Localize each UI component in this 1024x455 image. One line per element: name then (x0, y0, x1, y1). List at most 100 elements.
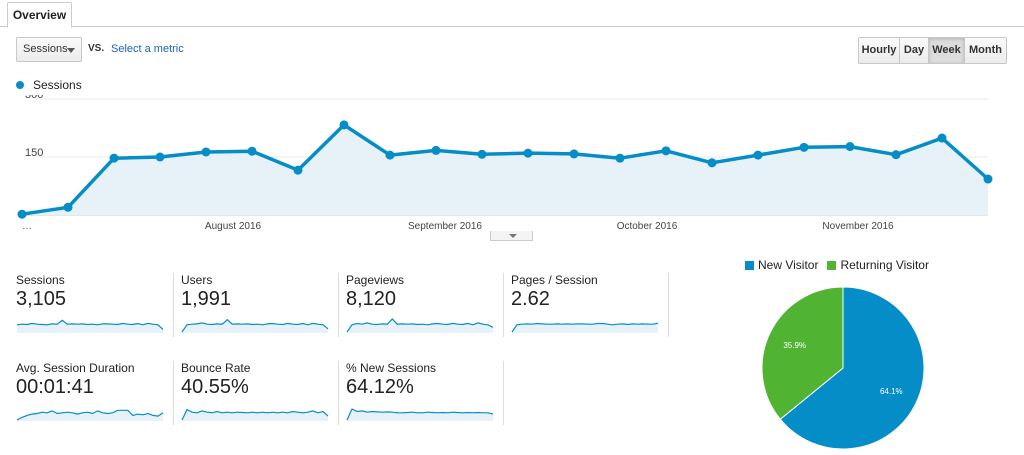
metric-sparkline (181, 408, 329, 421)
legend-label: New Visitor (758, 258, 819, 272)
sessions-data-point[interactable] (109, 153, 119, 163)
sparkline-line (346, 408, 494, 421)
metric-select[interactable]: Sessions (16, 37, 82, 62)
metric-sparkline (16, 409, 164, 421)
sessions-data-point[interactable] (339, 120, 349, 130)
metric-label: Pages / Session (511, 273, 598, 287)
sparkline-line (181, 318, 329, 333)
sessions-data-point[interactable] (753, 150, 763, 160)
pie-legend-new-visitor[interactable]: New Visitor (745, 258, 818, 272)
metric-card-sessions[interactable]: Sessions 3,105 (16, 273, 174, 337)
sessions-data-point[interactable] (845, 142, 855, 152)
metric-value: 1,991 (181, 288, 232, 310)
sessions-data-point[interactable] (661, 146, 671, 156)
sessions-data-point[interactable] (477, 149, 487, 159)
pie-slice-new-visitor[interactable] (779, 286, 925, 450)
sessions-data-point[interactable] (937, 133, 947, 143)
sparkline-area (347, 409, 493, 421)
sparkline-area (512, 323, 658, 333)
sparkline-line (181, 408, 329, 421)
sparkline-area (182, 319, 328, 333)
chevron-down-icon (67, 48, 75, 53)
metric-value: 40.55% (181, 376, 249, 398)
sessions-data-point[interactable] (17, 209, 27, 219)
pie-legend: New Visitor Returning Visitor (745, 258, 938, 272)
sessions-data-point[interactable] (983, 174, 993, 184)
sparkline-area (17, 410, 163, 421)
metric-label: Users (181, 273, 213, 287)
sessions-data-point[interactable] (293, 165, 303, 175)
sparkline-line (16, 319, 164, 330)
metric-card-new-sessions[interactable]: % New Sessions 64.12% (346, 361, 504, 425)
period-week-button[interactable]: Week (929, 38, 965, 63)
metric-card-pages-per-session[interactable]: Pages / Session 2.62 (511, 273, 669, 337)
period-selector: Hourly Day Week Month (858, 37, 1007, 64)
sparkline-line (16, 409, 164, 421)
y-tick-label: 150 (25, 147, 43, 159)
metric-label: Sessions (16, 273, 65, 287)
x-tick-label: August 2016 (205, 221, 262, 232)
sparkline-line (511, 322, 659, 333)
x-tick-label: September 2016 (408, 221, 482, 232)
sparkline-line (346, 318, 494, 333)
sessions-legend-dot (16, 81, 24, 89)
sessions-data-point[interactable] (707, 158, 717, 168)
sessions-data-point[interactable] (569, 149, 579, 159)
sessions-data-point[interactable] (385, 150, 395, 160)
sessions-data-point[interactable] (615, 153, 625, 163)
sessions-data-point[interactable] (155, 152, 165, 162)
period-day-button[interactable]: Day (900, 38, 929, 63)
metric-value: 64.12% (346, 376, 414, 398)
sparkline-area (17, 320, 163, 333)
sessions-data-point[interactable] (523, 148, 533, 158)
x-tick-label: October 2016 (617, 221, 678, 232)
metric-card-users[interactable]: Users 1,991 (181, 273, 339, 337)
sessions-data-point[interactable] (891, 150, 901, 160)
sessions-data-point[interactable] (431, 145, 441, 155)
pie-slice-label: 64.1% (880, 387, 903, 396)
sessions-data-point[interactable] (201, 147, 211, 157)
period-month-button[interactable]: Month (965, 38, 1006, 63)
metric-value: 3,105 (16, 288, 67, 310)
metric-sparkline (511, 322, 659, 333)
metric-label: Pageviews (346, 273, 405, 287)
chevron-down-icon (509, 234, 517, 238)
metric-sparkline (346, 318, 494, 333)
metric-sparkline (181, 318, 329, 333)
sessions-data-point[interactable] (63, 202, 73, 212)
x-tick-label: November 2016 (822, 221, 894, 232)
metric-value: 8,120 (346, 288, 397, 310)
y-tick-label: 300 (25, 95, 43, 101)
sessions-data-point[interactable] (799, 142, 809, 152)
metric-sparkline (16, 319, 164, 333)
metric-label: % New Sessions (346, 361, 437, 375)
pie-legend-returning-visitor[interactable]: Returning Visitor (827, 258, 929, 272)
sparkline-area (347, 319, 493, 333)
main-chart-legend: Sessions (16, 78, 82, 92)
metric-label: Avg. Session Duration (16, 361, 135, 375)
legend-swatch (827, 260, 837, 270)
period-hourly-button[interactable]: Hourly (859, 38, 900, 63)
metric-card-avg-session-duration[interactable]: Avg. Session Duration 00:01:41 (16, 361, 174, 425)
metric-card-bounce-rate[interactable]: Bounce Rate 40.55% (181, 361, 339, 425)
tab-bar: Overview (0, 0, 1024, 28)
tab-overview[interactable]: Overview (7, 2, 72, 28)
sessions-data-point[interactable] (247, 146, 257, 156)
metric-label: Bounce Rate (181, 361, 251, 375)
select-metric-link[interactable]: Select a metric (111, 43, 184, 55)
metric-value: 2.62 (511, 288, 550, 310)
metric-card-pageviews[interactable]: Pageviews 8,120 (346, 273, 504, 337)
metric-select-value: Sessions (23, 43, 68, 55)
x-tick-label: … (22, 221, 32, 232)
vs-label: VS. (88, 43, 105, 54)
sessions-area (22, 124, 988, 215)
sessions-series-line (21, 123, 990, 216)
chart-expander[interactable] (490, 231, 533, 241)
legend-swatch (745, 260, 754, 270)
metric-value: 00:01:41 (16, 376, 94, 398)
pie-slice-returning-visitor[interactable] (761, 286, 844, 420)
sessions-legend-label: Sessions (33, 78, 82, 92)
metric-sparkline (346, 408, 494, 421)
pie-slice-label: 35.9% (783, 341, 806, 350)
legend-label: Returning Visitor (840, 258, 929, 272)
